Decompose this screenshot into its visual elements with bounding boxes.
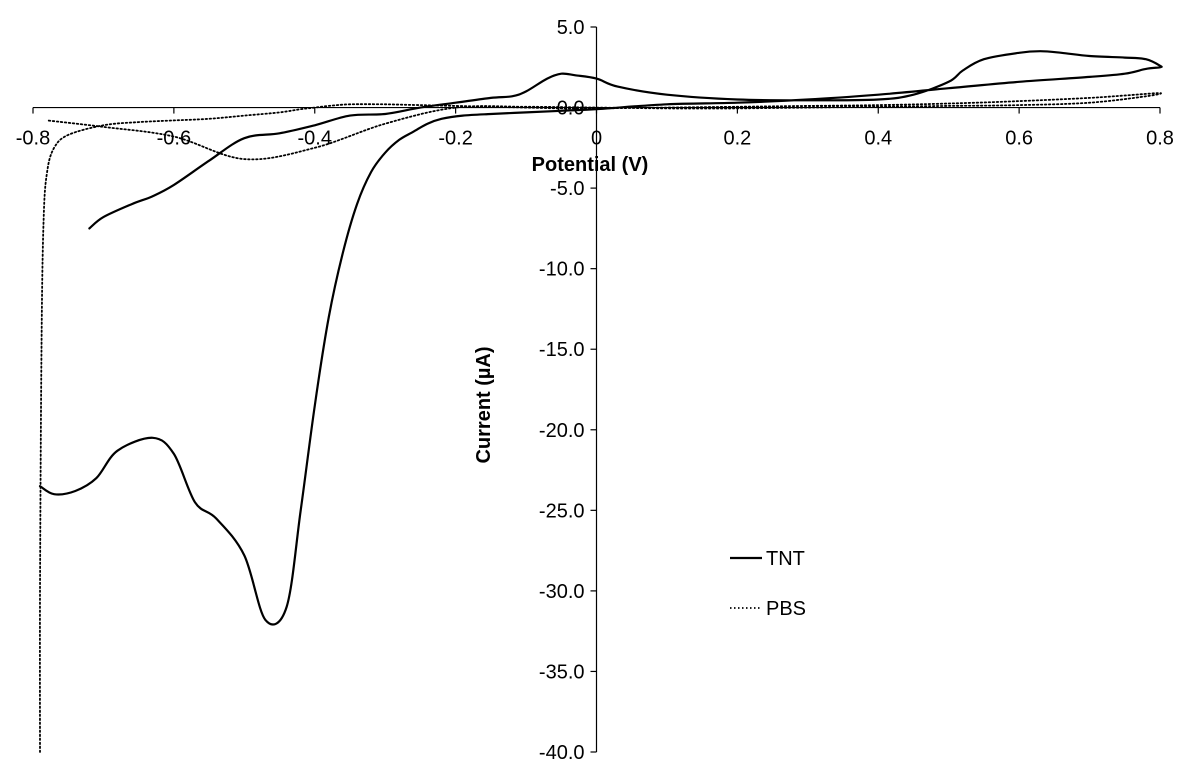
x-tick-label: -0.4: [298, 128, 332, 150]
y-tick-label: -5.0: [550, 178, 584, 200]
x-tick-label: 0: [591, 128, 602, 150]
y-axis-title: Current (µA): [473, 346, 495, 463]
y-tick-label: -20.0: [539, 420, 585, 442]
legend-label-pbs: PBS: [766, 598, 806, 620]
y-tick-label: -40.0: [539, 742, 585, 764]
legend-label-tnt: TNT: [766, 548, 805, 570]
x-tick-label: 0.4: [864, 128, 892, 150]
y-tick-label: -10.0: [539, 259, 585, 281]
y-tick-label: -25.0: [539, 500, 585, 522]
x-tick-label: -0.6: [157, 128, 191, 150]
x-axis-title: Potential (V): [532, 154, 649, 176]
x-tick-label: -0.8: [16, 128, 50, 150]
y-tick-label: -15.0: [539, 339, 585, 361]
series-line-pbs: [39, 92, 1162, 753]
series-layer: [38, 50, 1163, 753]
axes: -0.8 -0.6 -0.4 -0.2 0 0.2 0.4 0.6 0.85.00.0-5.0-…: [16, 17, 1174, 764]
x-tick-label: 0.2: [723, 128, 751, 150]
y-tick-label: 5.0: [557, 17, 585, 39]
series-line-tnt: [38, 50, 1163, 626]
y-tick-label: -35.0: [539, 661, 585, 683]
y-tick-label: -30.0: [539, 581, 585, 603]
x-tick-label: -0.2: [438, 128, 472, 150]
x-tick-label: 0.6: [1005, 128, 1033, 150]
x-tick-label: 0.8: [1146, 128, 1174, 150]
legend: TNT PBS: [730, 548, 806, 620]
